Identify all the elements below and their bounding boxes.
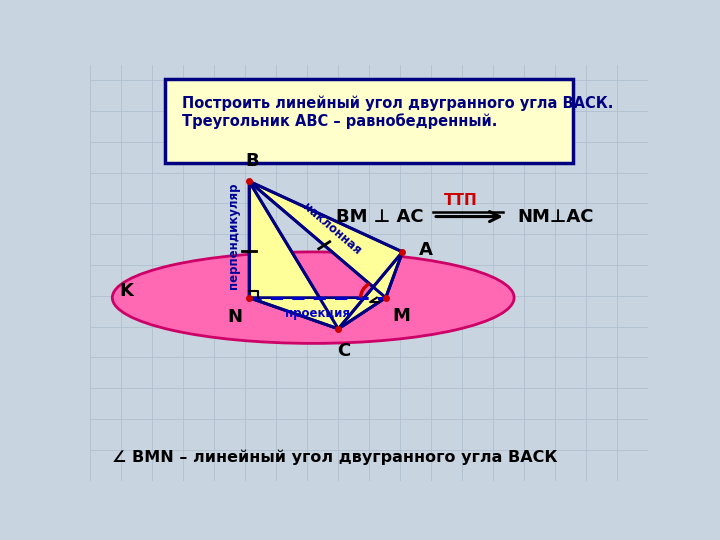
Text: ТТП: ТТП [444,193,478,208]
Text: Треугольник АВС – равнобедренный.: Треугольник АВС – равнобедренный. [182,113,498,129]
Text: A: A [419,241,433,259]
Text: C: C [337,342,351,360]
Polygon shape [249,181,338,329]
Text: перпендикуляр: перпендикуляр [227,182,240,288]
Text: Построить линейный угол двугранного угла ВАСК.: Построить линейный угол двугранного угла… [182,96,613,111]
Text: B: B [245,152,258,170]
FancyBboxPatch shape [166,79,572,163]
Text: M: M [392,307,410,325]
Polygon shape [249,181,402,298]
Text: проекция: проекция [285,307,350,320]
Text: ∠ BMN – линейный угол двугранного угла ВАСК: ∠ BMN – линейный угол двугранного угла В… [112,449,558,465]
Text: N: N [228,308,243,326]
Text: ВМ ⊥ АС: ВМ ⊥ АС [336,207,424,226]
Ellipse shape [112,252,514,343]
Polygon shape [338,252,402,329]
Text: NM⊥AC: NM⊥AC [518,207,594,226]
Text: K: K [120,282,133,300]
Polygon shape [249,298,386,329]
Text: наклонная: наклонная [300,200,363,258]
